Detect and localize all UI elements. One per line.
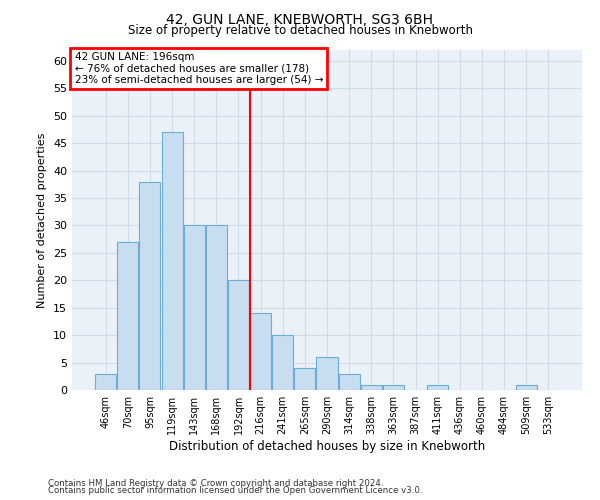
Bar [427,384,448,390]
Bar [95,374,116,390]
Y-axis label: Number of detached properties: Number of detached properties [37,132,47,308]
Bar [250,313,271,390]
Text: Contains public sector information licensed under the Open Government Licence v3: Contains public sector information licen… [48,486,422,495]
Text: Contains HM Land Registry data © Crown copyright and database right 2024.: Contains HM Land Registry data © Crown c… [48,478,383,488]
Bar [316,357,338,390]
Bar [161,132,182,390]
Text: Size of property relative to detached houses in Knebworth: Size of property relative to detached ho… [128,24,473,37]
Bar [272,335,293,390]
Bar [515,384,536,390]
Text: 42 GUN LANE: 196sqm
← 76% of detached houses are smaller (178)
23% of semi-detac: 42 GUN LANE: 196sqm ← 76% of detached ho… [74,52,323,85]
Bar [206,226,227,390]
Bar [338,374,359,390]
Bar [295,368,316,390]
Bar [118,242,139,390]
Bar [383,384,404,390]
Bar [228,280,249,390]
X-axis label: Distribution of detached houses by size in Knebworth: Distribution of detached houses by size … [169,440,485,453]
Bar [361,384,382,390]
Bar [184,226,205,390]
Text: 42, GUN LANE, KNEBWORTH, SG3 6BH: 42, GUN LANE, KNEBWORTH, SG3 6BH [167,12,433,26]
Bar [139,182,160,390]
